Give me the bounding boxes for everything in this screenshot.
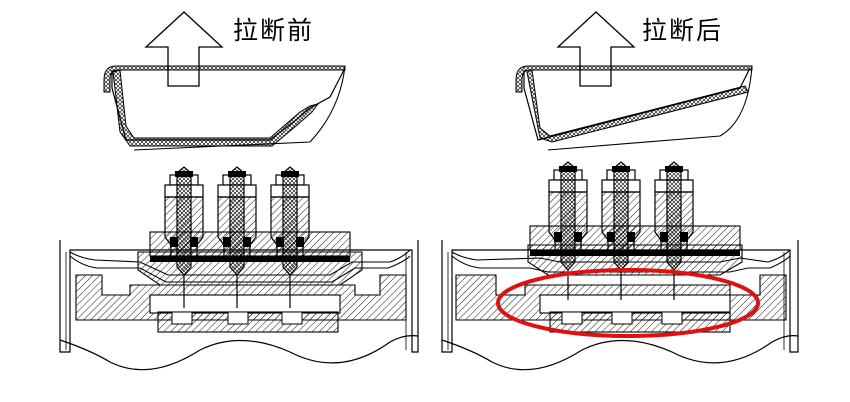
housing-after [441, 161, 799, 371]
label-before: 拉断前 [233, 16, 314, 45]
label-after: 拉断后 [642, 16, 723, 45]
cup-after [515, 65, 753, 151]
broken-pins-highlight [496, 268, 760, 338]
pull-arrow-icon [144, 11, 224, 87]
pull-arrow-icon [556, 11, 636, 87]
housing-before [59, 166, 419, 371]
panel-after: 拉断后 [441, 11, 799, 371]
cup-before [103, 65, 346, 151]
panel-before: 拉断前 [59, 11, 419, 371]
